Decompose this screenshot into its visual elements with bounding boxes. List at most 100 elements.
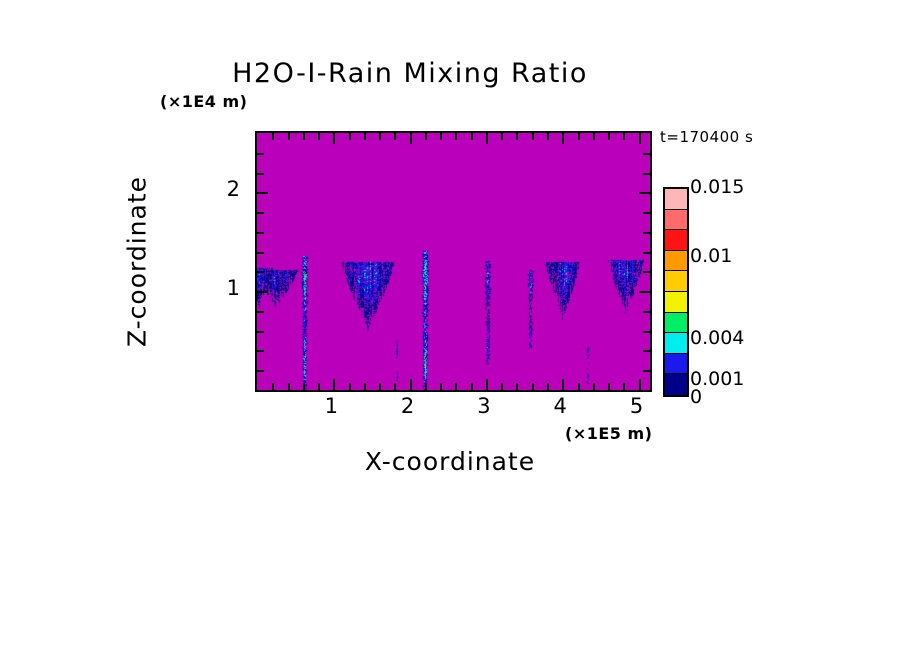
minor-tick bbox=[257, 350, 264, 353]
time-annotation: t=170400 s bbox=[660, 128, 754, 146]
minor-tick bbox=[379, 383, 382, 390]
minor-tick bbox=[455, 383, 458, 390]
minor-tick bbox=[287, 383, 290, 390]
major-tick bbox=[562, 379, 565, 390]
major-tick bbox=[333, 379, 336, 390]
minor-tick bbox=[623, 133, 626, 140]
minor-tick bbox=[394, 133, 397, 140]
major-tick bbox=[257, 192, 268, 195]
major-tick bbox=[638, 379, 641, 390]
minor-tick bbox=[257, 330, 264, 333]
minor-tick bbox=[608, 383, 611, 390]
minor-tick bbox=[577, 383, 580, 390]
x-tick-label: 3 bbox=[477, 394, 491, 418]
minor-tick bbox=[643, 231, 650, 234]
major-tick bbox=[333, 133, 336, 144]
minor-tick bbox=[577, 133, 580, 140]
colorbar-band bbox=[665, 291, 687, 313]
minor-tick bbox=[531, 383, 534, 390]
major-tick bbox=[257, 291, 268, 294]
minor-tick bbox=[440, 383, 443, 390]
colorbar-band bbox=[665, 209, 687, 231]
minor-tick bbox=[592, 133, 595, 140]
rain-mixing-ratio-field bbox=[257, 133, 650, 390]
colorbar-band bbox=[665, 333, 687, 354]
minor-tick bbox=[501, 383, 504, 390]
minor-tick bbox=[643, 271, 650, 274]
minor-tick bbox=[394, 383, 397, 390]
minor-tick bbox=[623, 383, 626, 390]
colorbar-band bbox=[665, 271, 687, 292]
colorbar-tick-label: 0 bbox=[690, 386, 703, 408]
minor-tick bbox=[363, 133, 366, 140]
minor-tick bbox=[546, 383, 549, 390]
colorbar-band bbox=[665, 230, 687, 251]
minor-tick bbox=[257, 271, 264, 274]
minor-tick bbox=[318, 383, 321, 390]
minor-tick bbox=[501, 133, 504, 140]
major-tick bbox=[409, 133, 412, 144]
major-tick bbox=[639, 192, 650, 195]
x-axis-title: X-coordinate bbox=[364, 447, 536, 476]
colorbar-tick-label: 0.004 bbox=[690, 327, 745, 350]
major-tick bbox=[638, 133, 641, 144]
minor-tick bbox=[516, 383, 519, 390]
minor-tick bbox=[287, 133, 290, 140]
minor-tick bbox=[348, 133, 351, 140]
minor-tick bbox=[302, 133, 305, 140]
minor-tick bbox=[257, 212, 264, 215]
minor-tick bbox=[272, 383, 275, 390]
minor-tick bbox=[318, 133, 321, 140]
minor-tick bbox=[643, 350, 650, 353]
x-tick-label: 2 bbox=[400, 394, 415, 418]
minor-tick bbox=[531, 133, 534, 140]
minor-tick bbox=[608, 133, 611, 140]
x-tick-label: 1 bbox=[324, 394, 338, 418]
minor-tick bbox=[302, 383, 305, 390]
minor-tick bbox=[348, 383, 351, 390]
y-axis-title: Z-coordinate bbox=[122, 175, 152, 348]
minor-tick bbox=[592, 383, 595, 390]
minor-tick bbox=[546, 133, 549, 140]
minor-tick bbox=[272, 133, 275, 140]
minor-tick bbox=[643, 152, 650, 155]
major-tick bbox=[485, 379, 488, 390]
colorbar-tick-label: 0.015 bbox=[690, 176, 745, 198]
major-tick bbox=[409, 379, 412, 390]
minor-tick bbox=[643, 310, 650, 313]
colorbar bbox=[663, 187, 689, 397]
plot-area bbox=[255, 131, 652, 392]
minor-tick bbox=[643, 172, 650, 175]
minor-tick bbox=[455, 133, 458, 140]
colorbar-band bbox=[665, 312, 687, 334]
minor-tick bbox=[424, 133, 427, 140]
major-tick bbox=[639, 291, 650, 294]
minor-tick bbox=[470, 383, 473, 390]
y-axis-unit-label: (×1E4 m) bbox=[160, 92, 248, 111]
minor-tick bbox=[643, 330, 650, 333]
y-tick-label: 2 bbox=[226, 177, 240, 202]
minor-tick bbox=[440, 133, 443, 140]
colorbar-band bbox=[665, 189, 687, 210]
x-tick-label: 4 bbox=[553, 394, 567, 418]
minor-tick bbox=[257, 172, 264, 175]
minor-tick bbox=[257, 231, 264, 234]
colorbar-tick-label: 0.01 bbox=[690, 244, 733, 267]
colorbar-band bbox=[665, 353, 687, 375]
minor-tick bbox=[516, 133, 519, 140]
minor-tick bbox=[379, 133, 382, 140]
colorbar-band bbox=[665, 250, 687, 272]
minor-tick bbox=[257, 370, 264, 373]
minor-tick bbox=[643, 370, 650, 373]
chart-title: H2O-I-Rain Mixing Ratio bbox=[232, 58, 588, 89]
minor-tick bbox=[257, 152, 264, 155]
minor-tick bbox=[363, 383, 366, 390]
minor-tick bbox=[257, 251, 264, 254]
y-tick-label: 1 bbox=[226, 276, 240, 301]
colorbar-tick-label: 0.001 bbox=[690, 368, 745, 391]
minor-tick bbox=[424, 383, 427, 390]
major-tick bbox=[562, 133, 565, 144]
minor-tick bbox=[643, 212, 650, 215]
heatmap-canvas bbox=[257, 133, 650, 390]
